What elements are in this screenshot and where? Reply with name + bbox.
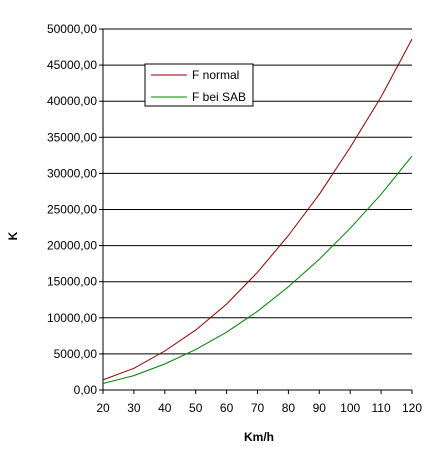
x-tick-label: 70 xyxy=(251,401,265,415)
y-tick-label: 10000,00 xyxy=(47,311,97,325)
y-tick-label: 30000,00 xyxy=(47,166,97,180)
y-tick-label: 0,00 xyxy=(74,383,98,397)
y-tick-label: 45000,00 xyxy=(47,58,97,72)
legend-label-f-bei-sab: F bei SAB xyxy=(192,90,246,104)
x-tick-label: 90 xyxy=(313,401,327,415)
x-tick-label: 120 xyxy=(402,401,422,415)
y-tick-label: 50000,00 xyxy=(47,22,97,36)
x-tick-label: 50 xyxy=(189,401,203,415)
series-line-f-bei-sab xyxy=(102,155,413,384)
y-axis-ticks: 0,00 5000,00 10000,00 15000,00 20000,00 25000… xyxy=(47,22,103,397)
series-line-f-normal xyxy=(102,38,413,381)
x-tick-label: 110 xyxy=(372,401,391,415)
x-tick-label: 100 xyxy=(340,401,360,415)
x-tick-label: 60 xyxy=(220,401,234,415)
y-tick-label: 15000,00 xyxy=(47,275,97,289)
y-tick-label: 20000,00 xyxy=(47,239,97,253)
legend-box xyxy=(144,63,254,107)
y-tick-label: 35000,00 xyxy=(47,130,97,144)
x-tick-label: 30 xyxy=(127,401,141,415)
x-tick-label: 80 xyxy=(282,401,296,415)
x-tick-label: 20 xyxy=(96,401,110,415)
legend-label-f-normal: F normal xyxy=(192,68,239,82)
x-axis-title: Km/h xyxy=(244,430,274,444)
y-tick-label: 25000,00 xyxy=(47,203,97,217)
series-lines xyxy=(102,38,413,384)
y-tick-label: 5000,00 xyxy=(54,347,98,361)
gridlines xyxy=(103,28,412,355)
x-axis-ticks: 20 30 40 50 60 70 80 90 100 110 120 xyxy=(96,390,422,415)
legend: F normal F bei SAB xyxy=(144,63,254,107)
y-tick-label: 40000,00 xyxy=(47,94,97,108)
y-axis-title: K xyxy=(6,231,20,240)
x-tick-label: 40 xyxy=(158,401,172,415)
